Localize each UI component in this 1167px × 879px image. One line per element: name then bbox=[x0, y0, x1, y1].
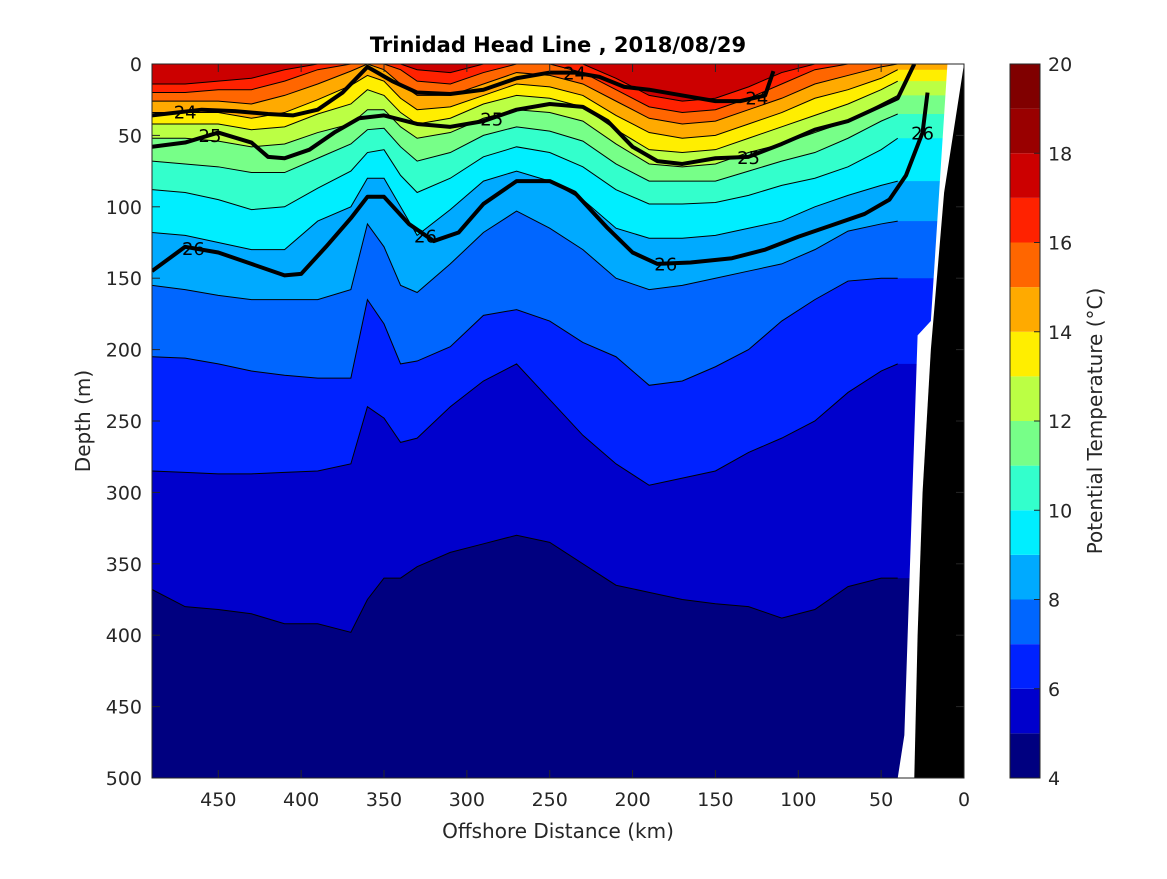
colorbar-tick-label: 14 bbox=[1048, 322, 1072, 344]
y-tick-label: 150 bbox=[106, 268, 142, 290]
colorbar-tick-label: 18 bbox=[1048, 143, 1072, 165]
colorbar-label: Potential Temperature (°C) bbox=[1083, 288, 1107, 555]
density-contours bbox=[152, 64, 930, 278]
x-tick-label: 0 bbox=[958, 789, 970, 811]
x-tick-label: 300 bbox=[449, 789, 485, 811]
colorbar-segment bbox=[1010, 64, 1040, 109]
x-tick-label: 450 bbox=[200, 789, 236, 811]
colorbar-tick-label: 10 bbox=[1048, 500, 1072, 522]
isotherm-line-8 bbox=[152, 210, 898, 301]
colorbar-segment bbox=[1010, 510, 1040, 555]
x-tick-label: 350 bbox=[366, 789, 402, 811]
x-tick-label: 150 bbox=[697, 789, 733, 811]
colorbar-segment bbox=[1010, 733, 1040, 778]
y-tick-label: 0 bbox=[130, 54, 142, 76]
colorbar-segment bbox=[1010, 688, 1040, 734]
seafloor-bathymetry bbox=[914, 64, 964, 778]
colorbar-tick-label: 20 bbox=[1048, 54, 1072, 76]
colorbar-segment bbox=[1010, 644, 1040, 689]
temperature-band-below-4 bbox=[501, 742, 598, 778]
density-label-24-2: 24 bbox=[745, 88, 768, 109]
colorbar-tick-label: 16 bbox=[1048, 233, 1072, 255]
chart-title: Trinidad Head Line , 2018/08/29 bbox=[370, 33, 746, 57]
density-label-25-2: 25 bbox=[737, 148, 760, 169]
colorbar-segment bbox=[1010, 465, 1040, 511]
x-tick-label: 200 bbox=[614, 789, 650, 811]
colorbar-tick-label: 8 bbox=[1048, 590, 1060, 612]
density-label-26-2: 26 bbox=[654, 255, 677, 276]
isotherm-line-17 bbox=[152, 64, 898, 102]
isotherm-line-13 bbox=[152, 80, 898, 154]
isotherm-line-11 bbox=[152, 113, 898, 182]
isotherm-line-7 bbox=[152, 277, 898, 386]
axes: 450 400 350 300 250 200 150 100 50 00501001502002… bbox=[106, 54, 970, 811]
colorbar-segment bbox=[1010, 108, 1040, 154]
y-tick-label: 100 bbox=[106, 197, 142, 219]
y-tick-label: 250 bbox=[106, 411, 142, 433]
isotherm-line-15 bbox=[152, 64, 898, 125]
y-tick-label: 200 bbox=[106, 340, 142, 362]
x-tick-label: 250 bbox=[532, 789, 568, 811]
colorbar-segment bbox=[1010, 421, 1040, 466]
colorbar-segment bbox=[1010, 599, 1040, 645]
density-label-25-1: 25 bbox=[480, 109, 503, 130]
density-label-26-1: 26 bbox=[414, 226, 437, 247]
colorbar-tick-label: 12 bbox=[1048, 411, 1072, 433]
x-tick-label: 50 bbox=[869, 789, 893, 811]
colorbar: 4 6 8 10 12 14 16 18 20 bbox=[1009, 54, 1072, 790]
colorbar-tick-label: 6 bbox=[1048, 679, 1060, 701]
density-contour-24 bbox=[152, 64, 776, 118]
y-tick-label: 50 bbox=[118, 125, 142, 147]
y-tick-label: 350 bbox=[106, 554, 142, 576]
isotherm-line-5 bbox=[152, 534, 898, 633]
x-tick-label: 100 bbox=[780, 789, 816, 811]
colorbar-segment bbox=[1010, 287, 1040, 332]
isotherm-line-14 bbox=[152, 69, 898, 139]
density-contour-26 bbox=[152, 92, 930, 278]
density-label-25-0: 25 bbox=[199, 126, 222, 147]
temperature-band-17 bbox=[152, 64, 964, 102]
density-label-24-1: 24 bbox=[563, 64, 586, 85]
bathymetry-mask bbox=[897, 64, 964, 778]
isotherm-line-10 bbox=[152, 137, 898, 211]
colorbar-tick-label: 4 bbox=[1048, 768, 1060, 790]
isotherm-line-6 bbox=[152, 363, 898, 486]
density-label-26-3: 26 bbox=[911, 124, 934, 145]
colorbar-segment bbox=[1010, 153, 1040, 198]
colorbar-segment bbox=[1010, 376, 1040, 421]
colorbar-segment bbox=[1010, 197, 1040, 243]
density-contour-25 bbox=[152, 64, 917, 166]
isotherm-line-16 bbox=[152, 64, 898, 114]
colorbar-segment bbox=[1010, 331, 1040, 377]
y-tick-label: 500 bbox=[106, 768, 142, 790]
y-tick-label: 400 bbox=[106, 625, 142, 647]
colorbar-segment bbox=[1010, 242, 1040, 288]
density-label-24-0: 24 bbox=[174, 103, 197, 124]
colorbar-segment bbox=[1010, 554, 1040, 600]
y-tick-label: 450 bbox=[106, 697, 142, 719]
y-tick-label: 300 bbox=[106, 482, 142, 504]
density-label-26-0: 26 bbox=[182, 239, 205, 260]
y-axis-label: Depth (m) bbox=[71, 370, 95, 472]
x-tick-label: 400 bbox=[283, 789, 319, 811]
isotherm-line-9 bbox=[152, 170, 898, 251]
x-axis-label: Offshore Distance (km) bbox=[442, 819, 674, 843]
